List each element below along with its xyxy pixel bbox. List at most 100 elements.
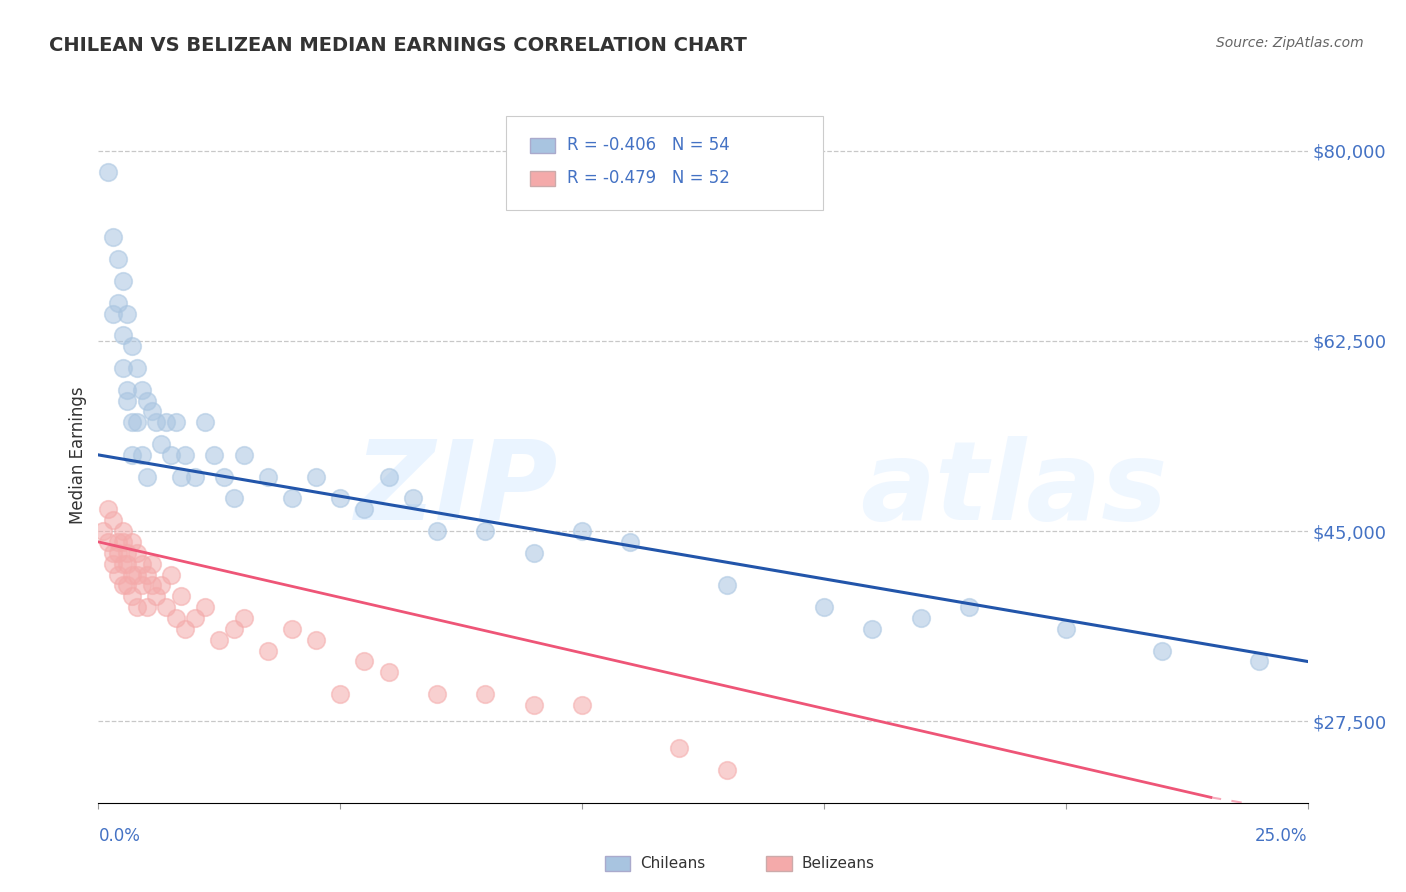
Point [150,437,173,451]
Point [131,383,153,397]
Point [329,687,352,701]
Point [117,578,139,592]
Point [107,534,129,549]
Text: ZIP: ZIP [354,436,558,543]
Point [160,448,183,462]
Point [716,763,738,777]
Point [141,557,163,571]
Point [101,513,124,527]
Y-axis label: Median Earnings: Median Earnings [69,386,87,524]
Point [97,165,120,179]
Point [111,274,134,288]
Point [353,502,375,516]
Text: Source: ZipAtlas.com: Source: ZipAtlas.com [1216,36,1364,50]
Point [121,534,143,549]
Point [1152,643,1174,657]
Point [121,567,143,582]
Point [117,557,139,571]
Point [194,600,217,615]
Point [155,415,177,429]
Point [523,546,546,560]
Point [232,448,254,462]
Text: Belizeans: Belizeans [801,856,875,871]
Point [910,611,932,625]
Point [194,415,217,429]
Point [111,557,134,571]
Point [127,415,149,429]
Text: 25.0%: 25.0% [1256,827,1308,845]
Point [402,491,425,506]
Point [107,567,129,582]
Point [117,393,139,408]
Point [117,383,139,397]
Point [222,491,245,506]
Point [131,578,153,592]
Point [256,643,278,657]
Point [111,328,134,343]
Point [474,687,496,701]
Point [668,741,690,756]
Point [208,632,231,647]
Point [121,339,143,353]
Point [155,600,177,615]
Text: R = -0.406   N = 54: R = -0.406 N = 54 [567,136,730,154]
Point [204,448,226,462]
Point [165,415,187,429]
Point [127,567,149,582]
Point [97,502,120,516]
Point [121,415,143,429]
Point [107,546,129,560]
Point [101,546,124,560]
Point [571,698,593,712]
Point [353,655,375,669]
Point [813,600,835,615]
Point [141,404,163,418]
Point [160,567,183,582]
Point [135,600,157,615]
Point [281,622,304,636]
Point [174,622,197,636]
Point [127,546,149,560]
Point [101,307,124,321]
Text: 0.0%: 0.0% [98,827,141,845]
Point [131,557,153,571]
Point [426,687,449,701]
Point [523,698,546,712]
Point [860,622,883,636]
Point [150,578,173,592]
Text: R = -0.479   N = 52: R = -0.479 N = 52 [567,169,730,187]
Point [169,469,191,483]
Point [1249,655,1271,669]
Point [957,600,980,615]
Text: Chileans: Chileans [640,856,704,871]
Point [101,230,124,244]
Point [571,524,593,538]
Point [619,534,641,549]
Point [117,307,139,321]
Point [377,665,399,680]
Point [716,578,738,592]
Point [184,469,207,483]
Text: CHILEAN VS BELIZEAN MEDIAN EARNINGS CORRELATION CHART: CHILEAN VS BELIZEAN MEDIAN EARNINGS CORR… [49,36,747,54]
Point [305,632,328,647]
Text: atlas: atlas [860,436,1167,543]
Point [184,611,207,625]
Point [474,524,496,538]
Point [97,534,120,549]
Point [165,611,187,625]
Point [281,491,304,506]
Point [121,448,143,462]
Point [426,524,449,538]
Point [169,589,191,603]
Point [212,469,235,483]
Point [141,578,163,592]
Point [131,448,153,462]
Point [256,469,278,483]
Point [1054,622,1077,636]
Point [135,469,157,483]
Point [135,393,157,408]
Point [305,469,328,483]
Point [111,578,134,592]
Point [117,546,139,560]
Point [135,567,157,582]
